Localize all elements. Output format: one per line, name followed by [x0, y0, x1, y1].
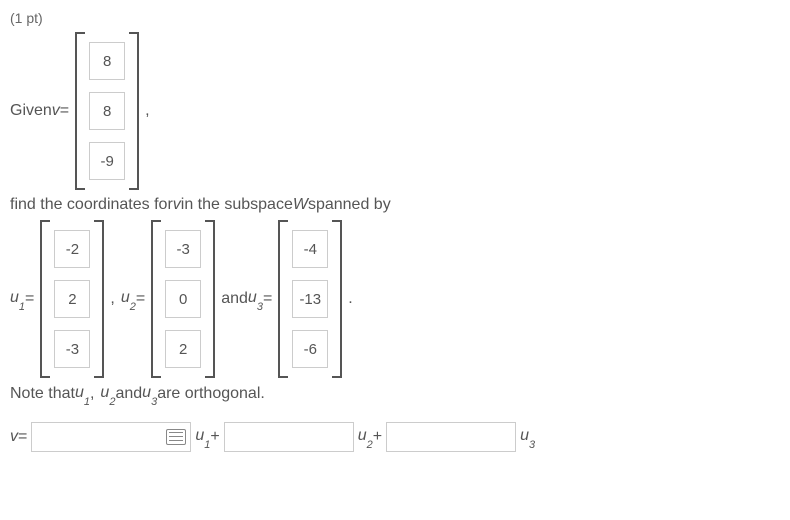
- answer-row: v = u1 + u2 + u3: [10, 422, 780, 452]
- coef-input-3[interactable]: [386, 422, 516, 452]
- equals-u1: =: [25, 290, 34, 308]
- note-u1: u1: [75, 384, 90, 404]
- ans-v: v: [10, 428, 18, 446]
- note-c: are orthogonal.: [157, 385, 265, 403]
- u3-cell-1[interactable]: -13: [292, 280, 328, 318]
- u3-cell-0[interactable]: -4: [292, 230, 328, 268]
- period: .: [348, 290, 352, 308]
- find-text-a: find the coordinates for: [10, 196, 173, 214]
- note-b: and: [115, 385, 142, 403]
- v-variable: v: [52, 102, 60, 120]
- v-cell-1[interactable]: 8: [89, 92, 125, 130]
- equals: =: [60, 102, 69, 120]
- bracket-right-icon: [330, 220, 344, 378]
- comma: ,: [145, 102, 149, 120]
- u3-cell-2[interactable]: -6: [292, 330, 328, 368]
- u2-matrix: -3 0 2: [149, 220, 217, 378]
- bracket-left-icon: [276, 220, 290, 378]
- u1-cell-0[interactable]: -2: [54, 230, 90, 268]
- basis-row: u1 = -2 2 -3 , u2 = -3 0 2 and u3 = -4 -…: [10, 220, 780, 378]
- bracket-left-icon: [38, 220, 52, 378]
- v-cell-0[interactable]: 8: [89, 42, 125, 80]
- points-label: (1 pt): [10, 10, 780, 26]
- coef-input-1[interactable]: [31, 422, 191, 452]
- u3-matrix: -4 -13 -6: [276, 220, 344, 378]
- note-a: Note that: [10, 385, 75, 403]
- u1-cell-2[interactable]: -3: [54, 330, 90, 368]
- v-matrix: 8 8 -9: [73, 32, 141, 190]
- equals-u3: =: [263, 290, 272, 308]
- bracket-left-icon: [149, 220, 163, 378]
- bracket-right-icon: [203, 220, 217, 378]
- u1-matrix: -2 2 -3: [38, 220, 106, 378]
- note-line: Note that u1 , u2 and u3 are orthogonal.: [10, 384, 780, 404]
- bracket-left-icon: [73, 32, 87, 190]
- note-comma: ,: [90, 385, 94, 403]
- equals-u2: =: [136, 290, 145, 308]
- ans-u2: u2: [358, 427, 373, 447]
- keyboard-icon: [166, 429, 186, 445]
- given-row: Given v = 8 8 -9 ,: [10, 32, 780, 190]
- plus-1: +: [210, 428, 219, 446]
- note-u2: u2: [100, 384, 115, 404]
- coef-input-2[interactable]: [224, 422, 354, 452]
- v-cell-2[interactable]: -9: [89, 142, 125, 180]
- ans-eq: =: [18, 428, 27, 446]
- note-u3: u3: [142, 384, 157, 404]
- given-text: Given: [10, 102, 52, 120]
- find-text-c: spanned by: [308, 196, 391, 214]
- u2-cell-2[interactable]: 2: [165, 330, 201, 368]
- find-line: find the coordinates for v in the subspa…: [10, 196, 780, 214]
- plus-2: +: [373, 428, 382, 446]
- u2-cell-1[interactable]: 0: [165, 280, 201, 318]
- comma-u1: ,: [110, 290, 114, 308]
- u2-cell-0[interactable]: -3: [165, 230, 201, 268]
- ans-u3: u3: [520, 427, 535, 447]
- u3-label: u3: [248, 289, 263, 309]
- find-W: W: [293, 196, 308, 214]
- bracket-right-icon: [92, 220, 106, 378]
- find-text-b: in the subspace: [181, 196, 293, 214]
- u2-label: u2: [121, 289, 136, 309]
- and-word: and: [221, 290, 248, 308]
- u1-cell-1[interactable]: 2: [54, 280, 90, 318]
- u1-label: u1: [10, 289, 25, 309]
- ans-u1: u1: [195, 427, 210, 447]
- find-v: v: [173, 196, 181, 214]
- bracket-right-icon: [127, 32, 141, 190]
